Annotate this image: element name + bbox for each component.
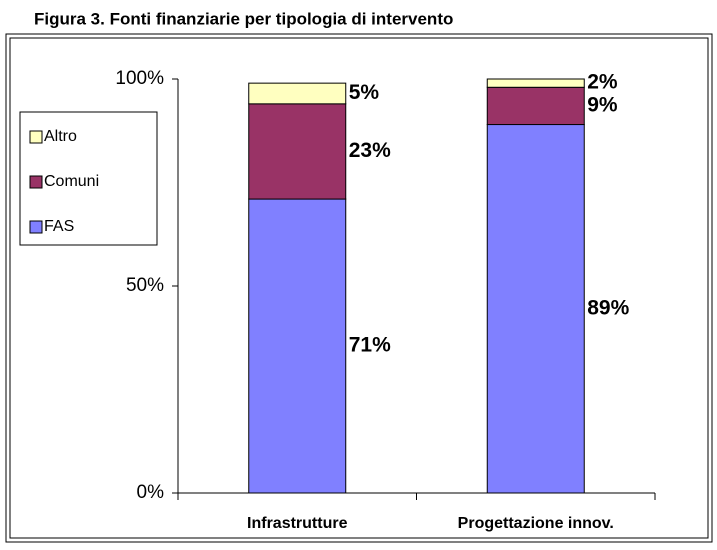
value-label: 9% [587,93,618,116]
x-tick-label: Infrastrutture [247,515,348,532]
legend-swatch [29,130,43,144]
legend-label: FAS [44,218,74,235]
legend-swatch [29,175,43,189]
y-tick-label: 50% [126,275,164,296]
legend-label: Comuni [44,173,99,190]
bar-segment [486,86,585,126]
value-label: 89% [587,296,629,319]
legend-box [19,111,158,246]
legend-swatch [29,220,43,234]
bar-segment [248,103,347,200]
value-label: 2% [587,71,618,94]
bar-segment [486,78,585,88]
bar-segment [486,124,585,494]
y-tick-label: 0% [137,482,165,503]
frame-inner [9,37,709,539]
value-label: 23% [349,139,391,162]
y-tick-label: 100% [115,68,164,89]
value-label: 71% [349,334,391,357]
chart-title: Figura 3. Fonti finanziarie per tipologi… [34,9,453,28]
bar-segment [248,198,347,494]
legend-label: Altro [44,128,77,145]
value-label: 5% [349,81,380,104]
frame-outer [5,33,713,543]
bar-segment [248,82,347,105]
x-tick-label: Progettazione innov. [458,515,614,532]
